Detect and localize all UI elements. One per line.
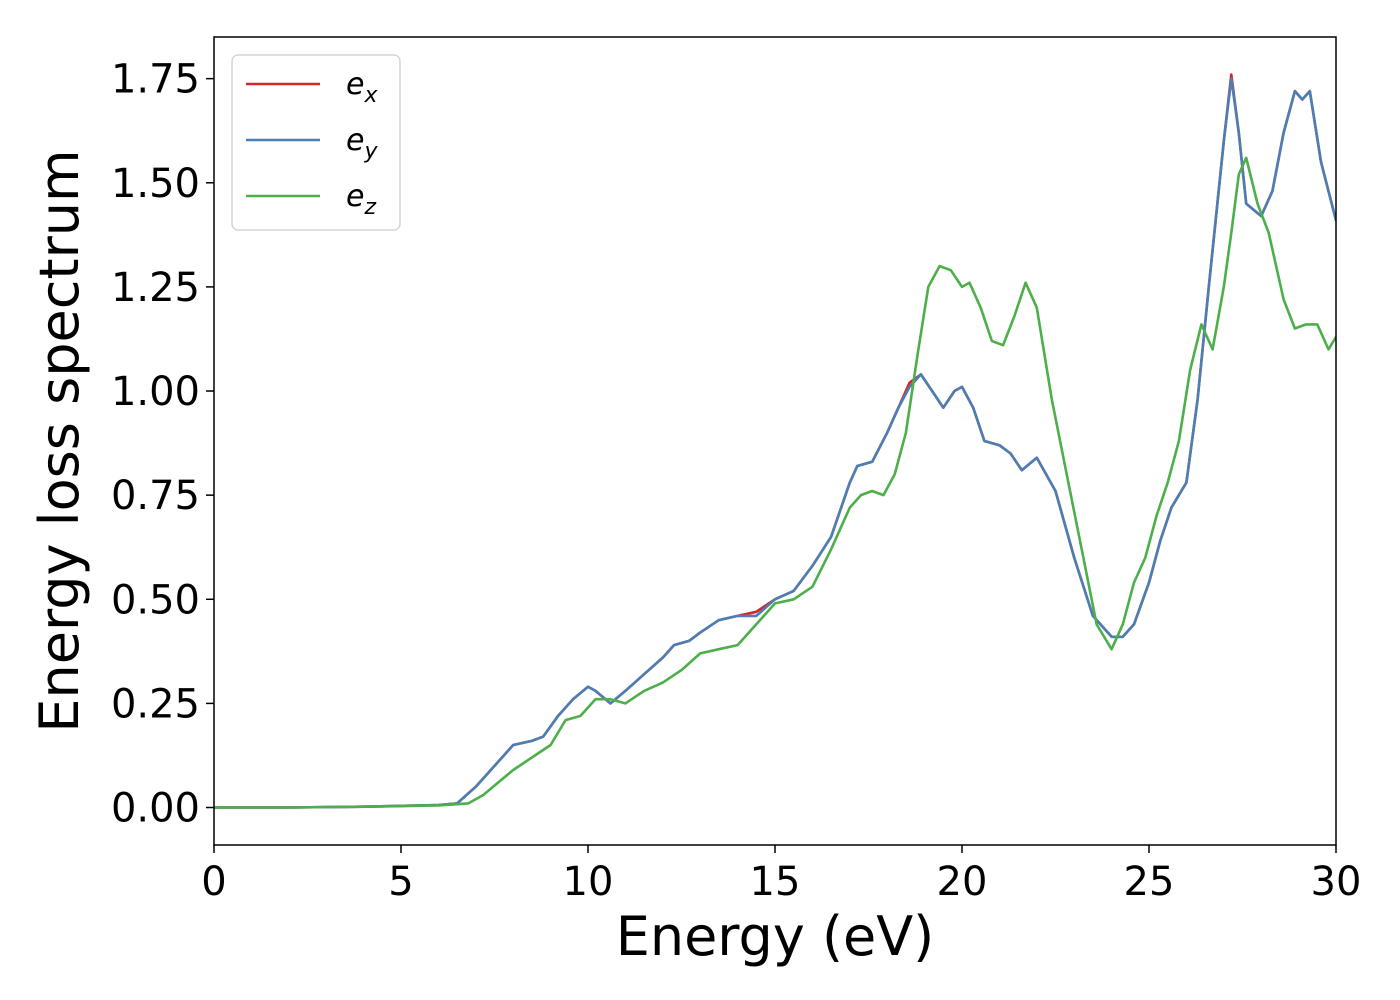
series-line-ey bbox=[214, 77, 1336, 809]
legend-label: ez bbox=[346, 179, 376, 220]
legend-box bbox=[231, 54, 401, 231]
legend-label: ey bbox=[346, 123, 378, 164]
y-tick-label: 1.25 bbox=[111, 265, 200, 311]
y-axis-title: Energy loss spectrum bbox=[28, 149, 91, 732]
x-tick-label: 5 bbox=[388, 859, 413, 905]
y-axis-ticks: 0.00 0.25 0.50 0.75 1.00 1.25 1.50 1.75 bbox=[111, 57, 214, 832]
y-tick-label: 0.00 bbox=[111, 786, 200, 832]
x-tick-label: 0 bbox=[201, 859, 226, 905]
x-axis-ticks: 0 5 10 15 20 25 30 bbox=[201, 845, 1361, 905]
y-tick-label: 0.75 bbox=[111, 473, 200, 519]
x-tick-label: 25 bbox=[1124, 859, 1175, 905]
series-layer bbox=[214, 73, 1336, 809]
x-tick-label: 20 bbox=[937, 859, 988, 905]
y-tick-label: 0.25 bbox=[111, 681, 200, 727]
legend: ex ey ez bbox=[231, 54, 401, 231]
y-tick-label: 0.50 bbox=[111, 577, 200, 623]
legend-label: ex bbox=[346, 67, 378, 108]
x-tick-label: 30 bbox=[1311, 859, 1362, 905]
series-line-ez bbox=[214, 156, 1336, 809]
y-tick-label: 1.50 bbox=[111, 161, 200, 207]
y-tick-label: 1.00 bbox=[111, 369, 200, 415]
x-tick-label: 15 bbox=[750, 859, 801, 905]
y-tick-label: 1.75 bbox=[111, 57, 200, 103]
x-tick-label: 10 bbox=[563, 859, 614, 905]
x-axis-title: Energy (eV) bbox=[616, 905, 935, 968]
